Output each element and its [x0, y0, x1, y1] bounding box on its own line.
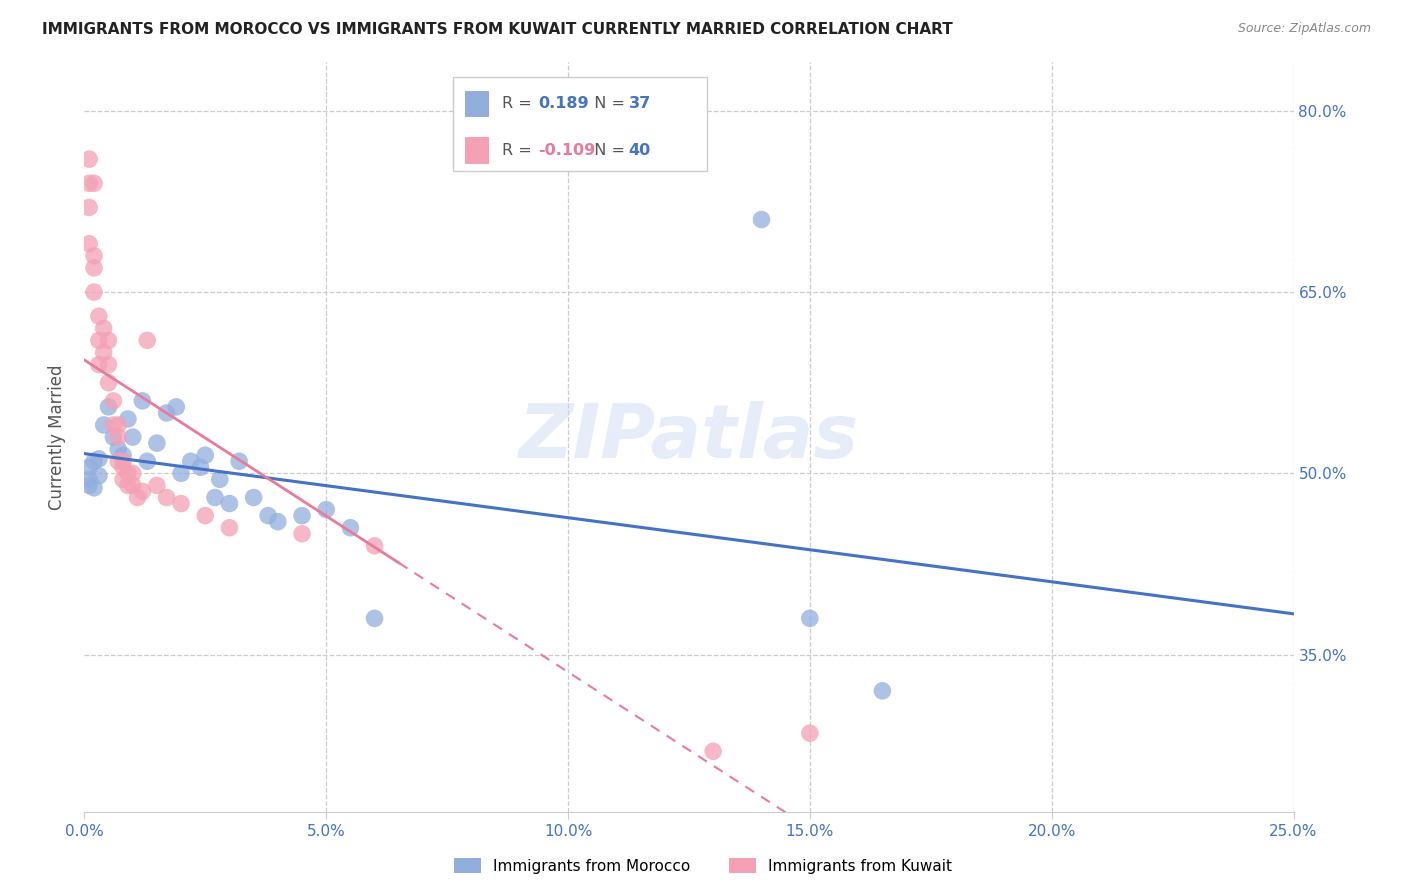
Point	[121, 467, 143, 481]
Point	[180, 454, 202, 468]
Point	[83, 481, 105, 495]
Point	[702, 744, 724, 758]
Point	[117, 412, 139, 426]
Point	[267, 515, 290, 529]
Point	[228, 454, 250, 468]
Point	[751, 212, 773, 227]
Point	[257, 508, 280, 523]
Point	[87, 358, 110, 372]
Text: Source: ZipAtlas.com: Source: ZipAtlas.com	[1237, 22, 1371, 36]
Point	[131, 484, 153, 499]
Point	[87, 468, 110, 483]
Point	[107, 430, 129, 444]
Point	[77, 478, 100, 492]
FancyBboxPatch shape	[465, 90, 489, 117]
Point	[112, 472, 135, 486]
Y-axis label: Currently Married: Currently Married	[48, 364, 66, 510]
Point	[190, 460, 212, 475]
Point	[208, 472, 231, 486]
Legend: Immigrants from Morocco, Immigrants from Kuwait: Immigrants from Morocco, Immigrants from…	[447, 852, 959, 880]
Point	[291, 508, 314, 523]
Point	[83, 454, 105, 468]
Point	[87, 334, 110, 348]
Point	[103, 417, 125, 432]
Point	[165, 400, 187, 414]
Point	[77, 472, 100, 486]
Text: R =: R =	[502, 143, 537, 158]
Point	[87, 451, 110, 466]
Point	[103, 430, 125, 444]
Text: ZIPatlas: ZIPatlas	[519, 401, 859, 474]
Point	[117, 478, 139, 492]
Text: -0.109: -0.109	[538, 143, 595, 158]
Point	[103, 393, 125, 408]
Text: 0.189: 0.189	[538, 96, 589, 112]
Point	[170, 467, 193, 481]
Point	[291, 526, 314, 541]
Point	[363, 539, 385, 553]
Point	[194, 508, 217, 523]
Point	[83, 260, 105, 275]
Point	[242, 491, 264, 505]
Point	[83, 176, 105, 190]
Point	[93, 345, 115, 359]
Point	[339, 521, 361, 535]
Point	[146, 478, 169, 492]
Point	[107, 454, 129, 468]
Text: N =: N =	[583, 143, 630, 158]
Point	[218, 521, 240, 535]
Point	[218, 497, 240, 511]
Point	[155, 491, 177, 505]
Text: N =: N =	[583, 96, 630, 112]
Point	[77, 176, 100, 190]
Point	[93, 417, 115, 432]
Point	[117, 467, 139, 481]
Text: R =: R =	[502, 96, 537, 112]
Point	[77, 152, 100, 166]
Point	[127, 491, 149, 505]
Point	[97, 400, 120, 414]
Point	[97, 334, 120, 348]
Point	[97, 358, 120, 372]
Point	[170, 497, 193, 511]
Point	[155, 406, 177, 420]
Text: 40: 40	[628, 143, 651, 158]
Point	[83, 285, 105, 299]
Point	[872, 684, 894, 698]
Point	[194, 448, 217, 462]
Text: 37: 37	[628, 96, 651, 112]
Text: IMMIGRANTS FROM MOROCCO VS IMMIGRANTS FROM KUWAIT CURRENTLY MARRIED CORRELATION : IMMIGRANTS FROM MOROCCO VS IMMIGRANTS FR…	[42, 22, 953, 37]
FancyBboxPatch shape	[465, 137, 489, 163]
Point	[112, 448, 135, 462]
Point	[112, 460, 135, 475]
Point	[204, 491, 226, 505]
Point	[146, 436, 169, 450]
Point	[87, 310, 110, 324]
Point	[77, 460, 100, 475]
Point	[107, 442, 129, 457]
Point	[131, 393, 153, 408]
FancyBboxPatch shape	[453, 78, 707, 171]
Point	[107, 417, 129, 432]
Point	[83, 249, 105, 263]
Point	[77, 201, 100, 215]
Point	[77, 236, 100, 251]
Point	[315, 502, 337, 516]
Point	[121, 478, 143, 492]
Point	[112, 454, 135, 468]
Point	[97, 376, 120, 390]
Point	[799, 611, 821, 625]
Point	[799, 726, 821, 740]
Point	[121, 430, 143, 444]
Point	[136, 334, 159, 348]
Point	[363, 611, 385, 625]
Point	[136, 454, 159, 468]
Point	[93, 321, 115, 335]
